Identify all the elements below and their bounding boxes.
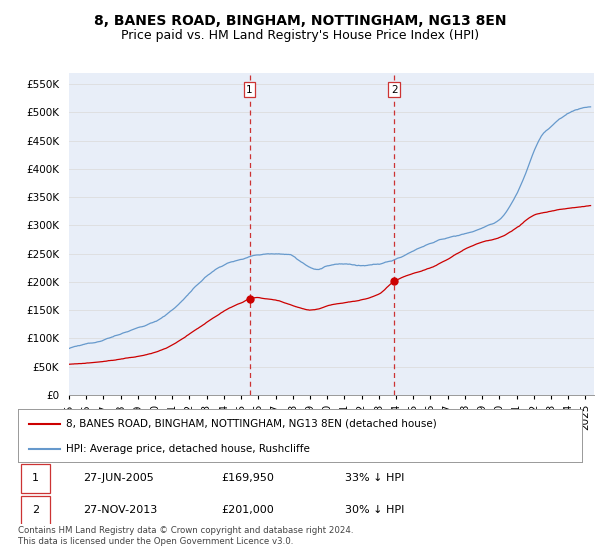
Text: 8, BANES ROAD, BINGHAM, NOTTINGHAM, NG13 8EN: 8, BANES ROAD, BINGHAM, NOTTINGHAM, NG13… [94,14,506,28]
FancyBboxPatch shape [21,496,50,525]
Text: 27-NOV-2013: 27-NOV-2013 [83,505,157,515]
Text: £201,000: £201,000 [221,505,274,515]
FancyBboxPatch shape [21,464,50,493]
Text: 2: 2 [32,505,39,515]
Text: 1: 1 [32,473,39,483]
Text: 27-JUN-2005: 27-JUN-2005 [83,473,154,483]
Text: Contains HM Land Registry data © Crown copyright and database right 2024.
This d: Contains HM Land Registry data © Crown c… [18,526,353,546]
Text: 30% ↓ HPI: 30% ↓ HPI [345,505,404,515]
Text: 1: 1 [246,85,253,95]
Text: 8, BANES ROAD, BINGHAM, NOTTINGHAM, NG13 8EN (detached house): 8, BANES ROAD, BINGHAM, NOTTINGHAM, NG13… [66,419,437,429]
Text: 2: 2 [391,85,398,95]
Text: HPI: Average price, detached house, Rushcliffe: HPI: Average price, detached house, Rush… [66,444,310,454]
Text: Price paid vs. HM Land Registry's House Price Index (HPI): Price paid vs. HM Land Registry's House … [121,29,479,42]
Text: 33% ↓ HPI: 33% ↓ HPI [345,473,404,483]
Text: £169,950: £169,950 [221,473,274,483]
